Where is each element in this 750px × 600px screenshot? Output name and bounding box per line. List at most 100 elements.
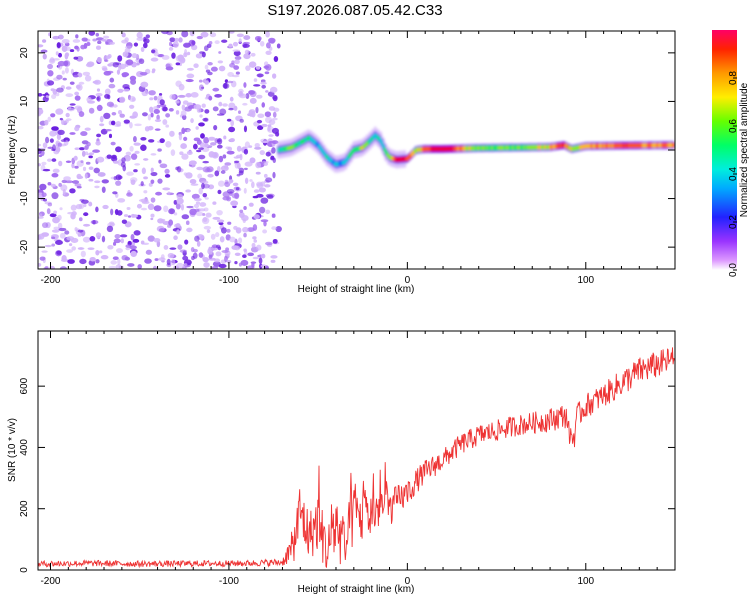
noise-dot — [79, 147, 85, 151]
noise-dot — [234, 245, 241, 251]
noise-dot — [150, 112, 154, 118]
noise-dot — [239, 118, 244, 123]
noise-dot — [212, 201, 217, 205]
noise-dot — [65, 180, 74, 184]
noise-dot — [238, 38, 242, 44]
noise-dot — [123, 88, 130, 92]
noise-dot — [170, 149, 176, 156]
noise-dot — [143, 38, 150, 44]
noise-dot — [247, 227, 255, 232]
noise-dot — [252, 256, 260, 260]
noise-dot — [204, 143, 209, 148]
noise-dot — [104, 93, 110, 99]
noise-dot — [217, 144, 223, 149]
noise-dot — [102, 67, 108, 72]
noise-dot — [93, 167, 100, 174]
noise-dot — [181, 265, 186, 269]
noise-dot — [266, 42, 271, 49]
noise-dot — [200, 31, 209, 38]
snr-ytick-label: 0 — [19, 567, 30, 573]
noise-dot — [101, 235, 106, 243]
noise-dot — [272, 73, 277, 79]
noise-dot — [78, 81, 85, 85]
noise-dot — [204, 109, 210, 114]
noise-dot — [49, 138, 54, 143]
noise-dot — [221, 250, 229, 253]
noise-dot — [148, 139, 155, 143]
noise-dot — [153, 237, 161, 243]
noise-dot — [130, 250, 137, 258]
noise-dot — [58, 227, 67, 232]
noise-dot — [72, 39, 81, 43]
noise-dot — [273, 56, 279, 63]
noise-dot — [218, 101, 223, 107]
noise-dot — [81, 37, 88, 42]
noise-dot — [198, 252, 204, 258]
noise-dot — [105, 55, 111, 60]
noise-dot — [261, 140, 269, 144]
noise-dot — [210, 66, 218, 72]
noise-dot — [261, 84, 266, 89]
noise-dot — [74, 45, 79, 50]
noise-dot — [217, 165, 221, 173]
noise-dot — [107, 63, 113, 67]
noise-dot — [150, 57, 159, 62]
noise-dot — [74, 183, 82, 187]
noise-dot — [227, 221, 232, 225]
noise-dot — [41, 250, 48, 253]
noise-dot — [243, 125, 248, 133]
noise-dot — [198, 154, 206, 160]
noise-dot — [96, 133, 102, 138]
noise-dot — [51, 192, 59, 200]
noise-dot — [154, 258, 159, 261]
noise-dot — [147, 114, 152, 121]
noise-dot — [75, 204, 83, 210]
noise-dot — [82, 236, 91, 243]
noise-dot — [140, 81, 149, 88]
noise-dot — [84, 144, 90, 150]
noise-dot — [265, 31, 270, 38]
noise-dot — [152, 265, 158, 269]
noise-dot — [182, 255, 189, 261]
noise-dot — [258, 187, 266, 193]
noise-dot — [153, 51, 159, 57]
noise-dot — [151, 49, 156, 54]
noise-dot — [115, 146, 122, 153]
noise-dot — [186, 129, 191, 133]
noise-dot — [190, 246, 195, 253]
noise-dot — [176, 166, 182, 173]
noise-dot — [181, 104, 186, 111]
noise-dot — [221, 39, 228, 43]
snr-ytick-label: 600 — [19, 377, 30, 394]
noise-dot — [245, 93, 250, 100]
noise-dot — [253, 239, 258, 243]
noise-dot — [175, 110, 180, 115]
noise-dot — [44, 119, 49, 126]
noise-dot — [175, 55, 184, 62]
noise-dot — [263, 220, 267, 227]
noise-dot — [133, 169, 138, 173]
noise-dot — [193, 137, 201, 142]
noise-dot — [50, 183, 56, 188]
noise-dot — [263, 65, 270, 69]
noise-dot — [68, 243, 73, 247]
snr-xtick-label: -100 — [219, 576, 239, 587]
noise-dot — [218, 263, 227, 269]
noise-dot — [95, 206, 99, 213]
noise-dot — [127, 263, 135, 267]
noise-dot — [77, 175, 84, 180]
noise-dot — [102, 35, 110, 39]
noise-dot — [243, 232, 247, 238]
noise-dot — [104, 59, 109, 62]
noise-dot — [261, 102, 266, 108]
noise-dot — [153, 109, 160, 115]
noise-dot — [242, 226, 249, 233]
noise-dot — [84, 75, 92, 82]
noise-dot — [40, 49, 48, 53]
noise-dot — [98, 250, 103, 254]
noise-dot — [239, 153, 243, 161]
noise-dot — [129, 95, 136, 103]
noise-dot — [84, 127, 91, 131]
noise-dot — [250, 52, 256, 57]
